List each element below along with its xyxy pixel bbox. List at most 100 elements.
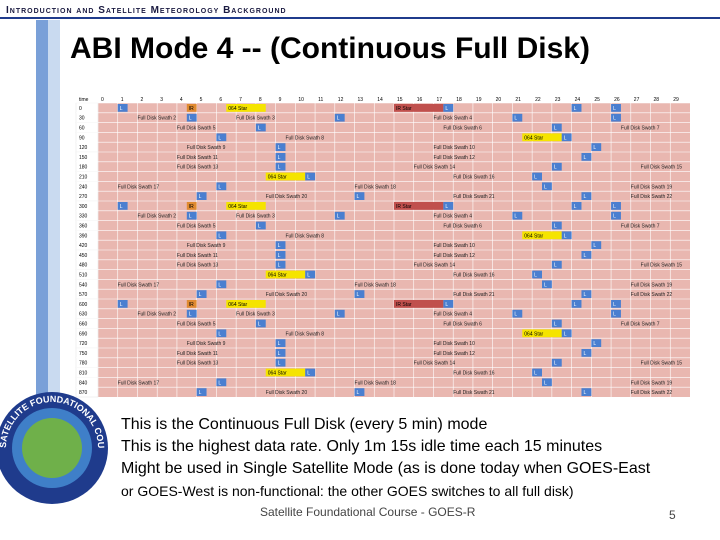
cell-label: IR — [189, 302, 194, 308]
cell-block — [275, 153, 286, 161]
cell-label: L — [278, 341, 281, 347]
cell-label: L — [218, 331, 221, 337]
cell-block — [443, 300, 454, 308]
cell-block — [216, 231, 227, 240]
time-label: 720 — [79, 341, 88, 347]
cell-label: L — [534, 370, 537, 376]
cell-block — [542, 280, 552, 289]
cell-label: IR Star — [396, 106, 412, 112]
cell-label: L — [534, 272, 537, 278]
cell-label: Full Disk Swath 17 — [118, 380, 160, 386]
column-label: 10 — [298, 97, 304, 103]
column-label: 24 — [575, 97, 581, 103]
time-label: 600 — [79, 302, 88, 308]
cell-block — [334, 309, 345, 318]
cell-label: Full Disk Swath 21 — [453, 194, 495, 200]
time-label: 810 — [79, 370, 88, 376]
cell-block — [275, 241, 286, 249]
cell-label: Full Disk Swath 14 — [414, 263, 456, 269]
cell-block — [354, 388, 365, 396]
cell-label: Full Disk Swath 9 — [187, 145, 226, 151]
cell-block — [532, 172, 542, 181]
cell-block — [186, 211, 197, 220]
cell-label: L — [307, 272, 310, 278]
cell-label: L — [554, 361, 557, 367]
cell-label: Full Disk Swath 21 — [453, 292, 495, 298]
cell-label: Full Disk Swath 7 — [621, 321, 660, 327]
cell-label: Full Disk Swath 6 — [443, 223, 482, 229]
time-label: 210 — [79, 174, 88, 180]
cell-label: L — [445, 204, 448, 210]
cell-label: L — [120, 302, 123, 308]
cell-label: L — [278, 243, 281, 249]
cell-label: 064 Star — [524, 135, 543, 141]
cell-label: L — [218, 184, 221, 190]
column-label: 17 — [436, 97, 442, 103]
column-label: 25 — [594, 97, 600, 103]
cell-label: Full Disk Swath 18 — [355, 380, 397, 386]
column-label: 29 — [673, 97, 679, 103]
cell-block — [354, 192, 365, 200]
cell-block — [611, 211, 621, 220]
cell-label: L — [583, 292, 586, 298]
cell-label: L — [514, 214, 517, 220]
cell-block — [551, 221, 562, 230]
time-label: 180 — [79, 165, 88, 171]
cell-label: Full Disk Swath 17 — [118, 282, 160, 288]
cell-block — [305, 172, 316, 181]
cell-block — [275, 143, 286, 151]
cell-block — [591, 241, 602, 249]
cell-label: L — [120, 204, 123, 210]
cell-label: L — [583, 253, 586, 259]
cell-label: Full Disk Swath 11 — [177, 253, 218, 259]
time-label: 780 — [79, 361, 88, 367]
cell-label: Full Disk Swath 6 — [443, 125, 482, 131]
cell-block — [196, 388, 207, 396]
cell-block — [581, 153, 592, 161]
cell-block — [611, 104, 621, 112]
cell-block — [255, 123, 266, 132]
cell-label: L — [189, 214, 192, 220]
time-label: 390 — [79, 233, 88, 239]
column-label: 28 — [654, 97, 660, 103]
cell-block — [551, 260, 562, 269]
cell-block — [255, 221, 266, 230]
time-label: 510 — [79, 272, 88, 278]
cell-label: Full Disk Swath 20 — [266, 194, 308, 200]
cell-block — [394, 300, 444, 308]
cell-label: L — [613, 116, 616, 122]
cell-block — [443, 202, 454, 210]
column-label: 11 — [318, 97, 323, 103]
column-label: 23 — [555, 97, 561, 103]
cell-label: L — [514, 312, 517, 318]
time-label: 360 — [79, 223, 88, 229]
cell-block — [265, 172, 306, 181]
time-label: 420 — [79, 243, 88, 249]
cell-label: Full Disk Swath 18 — [355, 184, 397, 190]
cell-block — [512, 211, 523, 220]
cell-label: Full Disk Swath 2 — [137, 214, 176, 220]
cell-label: L — [514, 116, 517, 122]
cell-label: Full Disk Swath 10 — [433, 341, 475, 347]
cell-block — [117, 104, 128, 112]
cell-label: Full Disk Swath 19 — [631, 380, 673, 386]
column-label: 8 — [259, 97, 262, 103]
footer: Satellite Foundational Course - GOES-R — [260, 505, 476, 519]
cell-label: Full Disk Swath 2 — [137, 312, 176, 318]
cell-label: L — [218, 233, 221, 239]
cell-label: Full Disk Swath 4 — [433, 214, 472, 220]
cell-label: Full Disk Swath 4 — [433, 312, 472, 318]
cell-block — [571, 300, 582, 308]
cell-label: Full Disk Swath 9 — [187, 341, 226, 347]
cell-label: IR — [189, 106, 194, 112]
cell-block — [532, 368, 542, 377]
cell-label: Full Disk Swath 4 — [433, 116, 472, 122]
cell-label: L — [278, 155, 281, 161]
cell-block — [512, 309, 523, 318]
cell-label: L — [593, 341, 596, 347]
column-label: 9 — [279, 97, 282, 103]
side-bar — [48, 20, 60, 400]
cell-block — [275, 358, 286, 367]
cell-label: Full Disk Swath 13 — [177, 165, 219, 171]
cell-label: L — [445, 302, 448, 308]
